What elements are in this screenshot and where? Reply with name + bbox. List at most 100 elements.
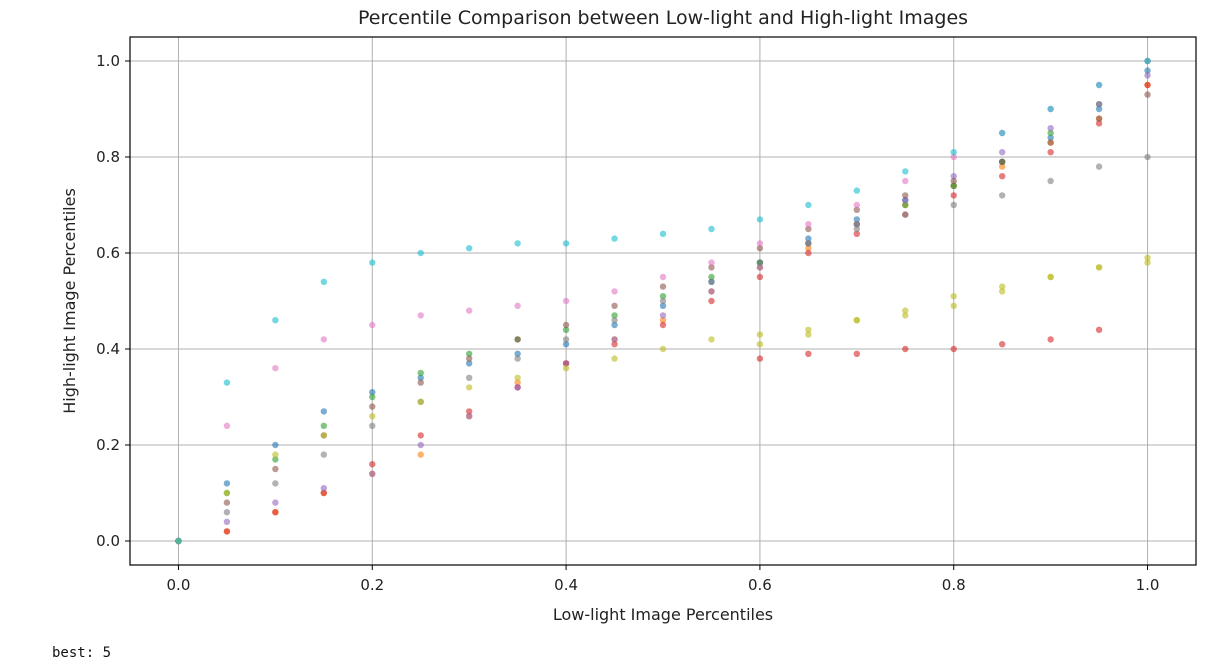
scatter-point (223, 518, 231, 525)
scatter-point (902, 192, 909, 199)
scatter-point (272, 317, 279, 324)
scatter-point (998, 173, 1006, 180)
scatter-point (369, 321, 376, 329)
scatter-point (223, 480, 231, 487)
x-tick-label: 0.0 (167, 576, 191, 594)
scatter-point (417, 398, 424, 405)
scatter-point (1047, 336, 1054, 343)
scatter-point (272, 499, 279, 506)
scatter-point (611, 288, 618, 295)
scatter-point (998, 163, 1006, 170)
scatter-point (1095, 105, 1103, 113)
scatter-point (756, 355, 764, 362)
scatter-point (1047, 129, 1054, 137)
scatter-point (611, 312, 618, 319)
scatter-point (1144, 72, 1151, 79)
scatter-point (902, 201, 909, 209)
scatter-point (611, 341, 618, 348)
scatter-point (320, 432, 328, 439)
scatter-point (659, 283, 667, 290)
scatter-point (562, 336, 570, 343)
scatter-point (902, 211, 909, 218)
scatter-point (562, 365, 570, 372)
scatter-point (805, 245, 812, 252)
scatter-point (853, 201, 861, 209)
scatter-point (272, 451, 279, 458)
scatter-point (223, 499, 231, 506)
scatter-point (950, 302, 957, 309)
scatter-point (223, 489, 231, 497)
scatter-point (756, 331, 764, 338)
scatter-point (659, 297, 667, 305)
scatter-point (805, 201, 812, 209)
y-tick-label: 0.8 (96, 148, 120, 166)
scatter-point (708, 273, 715, 281)
scatter-point (902, 345, 909, 353)
plot-frame (129, 36, 1197, 566)
scatter-point (1144, 259, 1151, 266)
chart-title: Percentile Comparison between Low-light … (358, 7, 968, 29)
scatter-point (805, 240, 812, 247)
scatter-point (417, 379, 424, 386)
scatter-point (805, 331, 812, 338)
scatter-point (853, 216, 861, 223)
scatter-point (708, 278, 715, 285)
scatter-point (756, 273, 764, 281)
scatter-point (1095, 264, 1103, 271)
scatter-point (805, 326, 812, 333)
scatter-point (417, 451, 424, 458)
scatter-point (756, 341, 764, 348)
scatter-point (562, 297, 570, 305)
scatter-point (417, 432, 424, 439)
scatter-point (514, 379, 521, 386)
scatter-figure: Percentile Comparison between Low-light … (60, 7, 1197, 624)
scatter-point (998, 288, 1006, 295)
scatter-points (175, 57, 1151, 545)
scatter-point (369, 403, 376, 410)
scatter-point (1047, 134, 1054, 141)
scatter-point (756, 240, 764, 247)
axis-ticks: 0.0 0.2 0.4 0.6 0.8 1.0 0.0 0.2 0.4 0.6 0.8 1.0 (96, 52, 1159, 594)
scatter-point (902, 312, 909, 319)
y-tick-label: 1.0 (96, 52, 120, 70)
scatter-point (417, 312, 424, 319)
scatter-point (950, 182, 957, 189)
y-axis-label: High-light Image Percentiles (60, 188, 79, 414)
scatter-point (611, 355, 618, 362)
scatter-point (659, 312, 667, 319)
scatter-point (1144, 91, 1151, 98)
scatter-point (320, 422, 328, 429)
scatter-point (1047, 125, 1054, 132)
y-tick-label: 0.4 (96, 340, 120, 358)
scatter-point (465, 307, 473, 314)
scatter-point (465, 350, 473, 357)
scatter-point (998, 341, 1006, 348)
scatter-point (1144, 57, 1151, 65)
scatter-point (1144, 254, 1151, 261)
scatter-point (998, 129, 1006, 137)
scatter-point (756, 264, 764, 271)
scatter-point (562, 240, 570, 247)
scatter-point (611, 336, 618, 343)
scatter-point (853, 221, 861, 228)
scatter-point (950, 153, 957, 161)
scatter-point (320, 489, 328, 497)
scatter-point (369, 461, 376, 468)
y-tick-label: 0.6 (96, 244, 120, 262)
scatter-chart: Percentile Comparison between Low-light … (60, 7, 1197, 624)
console-output: best: 5 (52, 645, 112, 661)
scatter-point (1144, 81, 1151, 89)
scatter-point (223, 528, 231, 535)
scatter-point (708, 297, 715, 305)
scatter-point (1095, 163, 1103, 170)
y-tick-label: 0.2 (96, 436, 120, 454)
scatter-point (272, 365, 279, 372)
scatter-point (272, 456, 279, 463)
scatter-point (417, 369, 424, 377)
scatter-point (611, 302, 618, 309)
scatter-point (805, 221, 812, 228)
scatter-point (708, 336, 715, 343)
scatter-point (1047, 177, 1054, 185)
scatter-point (1144, 67, 1151, 74)
x-axis-label: Low-light Image Percentiles (553, 605, 773, 624)
